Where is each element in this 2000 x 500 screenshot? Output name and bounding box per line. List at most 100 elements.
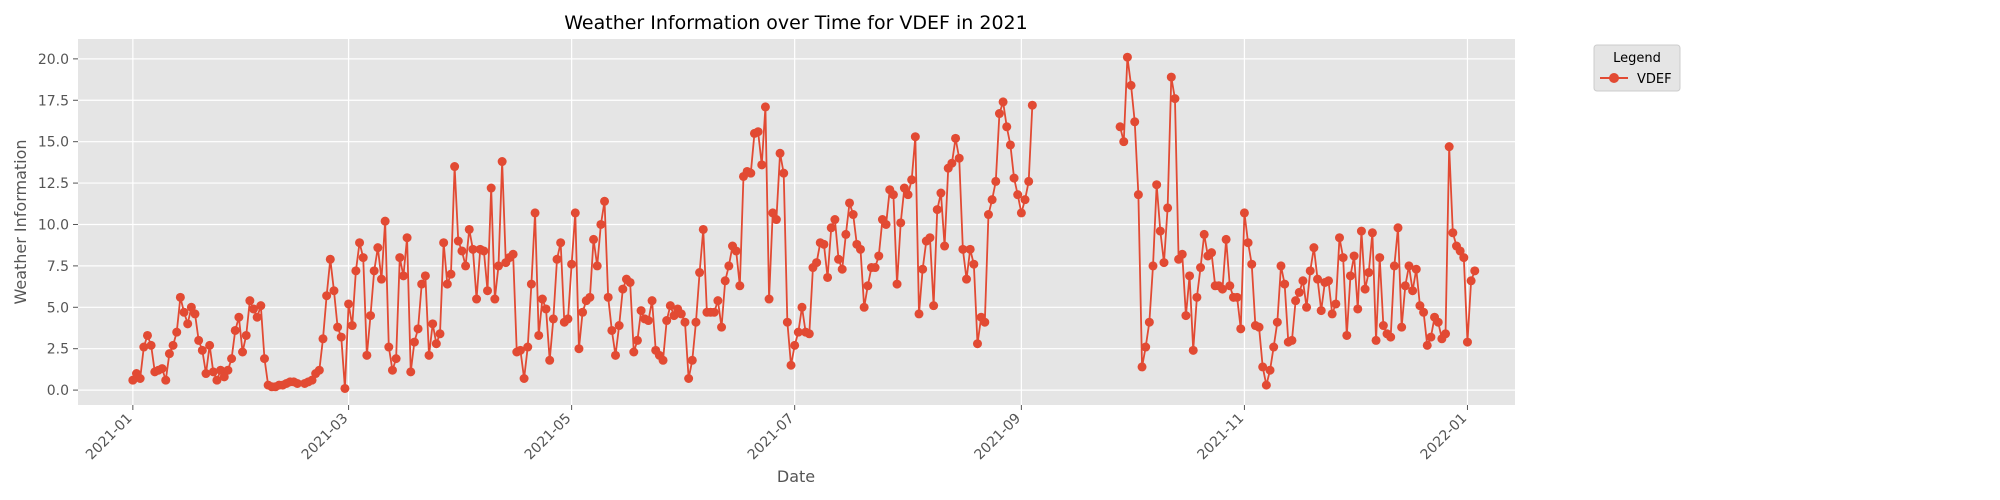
data-point [249, 304, 259, 314]
data-point [205, 340, 215, 350]
data-point [292, 378, 302, 388]
data-point [874, 251, 884, 261]
data-point [1269, 342, 1279, 352]
data-point [680, 317, 690, 327]
data-point [1188, 345, 1198, 355]
data-point [479, 246, 489, 256]
data-point [914, 309, 924, 319]
data-point [1155, 226, 1165, 236]
data-point [252, 312, 262, 322]
data-point [826, 223, 836, 233]
data-point [1360, 284, 1370, 294]
data-point [340, 383, 350, 393]
y-tick-label: 20.0 [38, 52, 69, 68]
data-point [519, 374, 529, 384]
data-point [208, 367, 218, 377]
data-point [1272, 317, 1282, 327]
data-point [607, 325, 617, 335]
data-point [424, 350, 434, 360]
data-point [241, 330, 251, 340]
x-tick-label: 2021-11 [1195, 411, 1248, 464]
data-point [344, 299, 354, 309]
data-point [954, 153, 964, 163]
data-point [406, 367, 416, 377]
data-point [238, 347, 248, 357]
data-point [687, 355, 697, 365]
data-point [987, 195, 997, 205]
data-point [442, 279, 452, 289]
data-point [592, 261, 602, 271]
data-point [398, 271, 408, 281]
data-point [1455, 246, 1465, 256]
data-point [932, 205, 942, 215]
data-point [684, 374, 694, 384]
data-point [1353, 304, 1363, 314]
data-point [768, 208, 778, 218]
data-point [600, 196, 610, 206]
data-point [146, 340, 156, 350]
data-point [845, 198, 855, 208]
data-point [380, 216, 390, 226]
data-point [387, 365, 397, 375]
data-point [190, 309, 200, 319]
data-point [197, 345, 207, 355]
data-point [585, 292, 595, 302]
data-point [1305, 266, 1315, 276]
data-point [1313, 274, 1323, 284]
series-vdef [128, 52, 1480, 393]
data-point [1287, 335, 1297, 345]
data-point [307, 375, 317, 385]
data-point [823, 272, 833, 282]
plot-background [78, 39, 1515, 405]
data-point [259, 354, 269, 364]
data-point [662, 316, 672, 326]
data-point [991, 176, 1001, 186]
data-point [1389, 261, 1399, 271]
data-point [351, 266, 361, 276]
data-point [1181, 311, 1191, 321]
data-point [1013, 190, 1023, 200]
data-point [497, 157, 507, 167]
y-tick-label: 17.5 [38, 93, 69, 109]
data-point [1371, 335, 1381, 345]
data-point [962, 274, 972, 284]
data-point [779, 168, 789, 178]
data-point [563, 314, 573, 324]
data-point [1148, 261, 1158, 271]
data-point [483, 286, 493, 296]
data-point [333, 322, 343, 332]
data-point [1294, 287, 1304, 297]
data-point [899, 183, 909, 193]
data-point [234, 312, 244, 322]
data-point [318, 334, 328, 344]
data-point [179, 307, 189, 317]
data-point [464, 224, 474, 234]
x-tick-label: 2021-03 [299, 411, 352, 464]
data-point [775, 148, 785, 158]
data-point [552, 254, 562, 264]
legend-marker-swatch [1609, 73, 1619, 83]
data-point [907, 175, 917, 185]
data-point [1141, 342, 1151, 352]
data-point [881, 219, 891, 229]
data-point [446, 269, 456, 279]
data-point [1397, 322, 1407, 332]
data-point [570, 208, 580, 218]
data-point [665, 301, 675, 311]
data-point [614, 321, 624, 331]
data-point [698, 224, 708, 234]
data-point [1016, 208, 1026, 218]
data-point [142, 330, 152, 340]
data-point [227, 354, 237, 364]
data-point [1338, 253, 1348, 263]
data-point [1225, 281, 1235, 291]
data-point [929, 301, 939, 311]
data-point [347, 321, 357, 331]
data-point [453, 236, 463, 246]
data-point [439, 238, 449, 248]
data-point [1185, 271, 1195, 281]
data-point [358, 253, 368, 263]
data-point [515, 345, 525, 355]
y-tick-labels: 0.0 2.5 5.0 7.5 10.0 12.5 15.0 17.5 20.0 [38, 52, 78, 399]
